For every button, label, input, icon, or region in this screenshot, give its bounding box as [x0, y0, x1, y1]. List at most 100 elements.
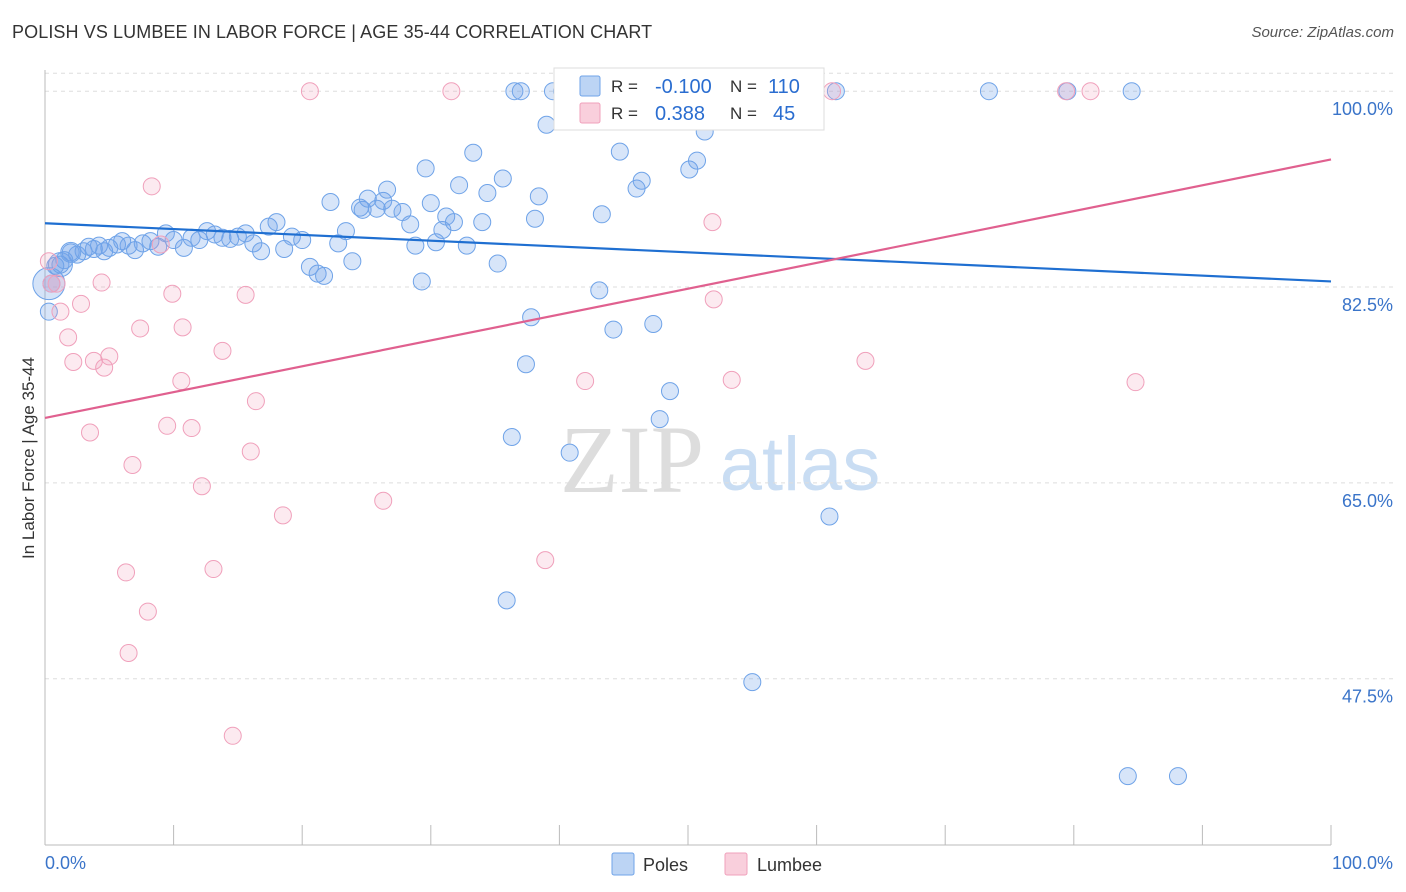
poles-point: [529, 187, 548, 206]
poles-point: [421, 194, 440, 213]
poles-point: [252, 242, 271, 261]
poles-point: [660, 382, 679, 401]
poles-point: [505, 82, 524, 101]
poles-point: [478, 184, 497, 203]
stats-poles-n-value: 110: [768, 76, 800, 98]
lumbee-point: [119, 643, 138, 662]
stats-poles-n-label: N =: [730, 77, 757, 96]
lumbee-point: [442, 82, 461, 101]
lumbee-point: [823, 82, 842, 101]
lumbee-point: [236, 285, 255, 304]
poles-point: [632, 171, 651, 190]
watermark-atlas: atlas: [720, 422, 881, 507]
lumbee-point: [100, 347, 119, 366]
lumbee-point: [722, 370, 741, 389]
poles-point: [464, 143, 483, 162]
stats-poles-r-value: -0.100: [655, 76, 712, 98]
lumbee-point: [117, 563, 136, 582]
poles-trend-line: [44, 222, 1332, 283]
poles-point: [378, 180, 397, 199]
grid-layer: [45, 72, 1395, 680]
x-tick-label-start: 0.0%: [45, 853, 86, 873]
poles-point: [743, 673, 762, 692]
poles-point: [650, 410, 669, 429]
stats-lumbee-r-value: 0.388: [655, 103, 705, 125]
lumbee-point: [131, 319, 150, 338]
stats-poles-swatch: [579, 75, 601, 97]
poles-point: [1168, 767, 1187, 786]
poles-point: [383, 199, 402, 218]
poles-point: [1122, 82, 1141, 101]
poles-point: [444, 213, 463, 232]
lumbee-point: [536, 551, 555, 570]
poles-point: [473, 213, 492, 232]
poles-point: [406, 236, 425, 255]
y-tick-label: 100.0%: [1332, 99, 1393, 119]
trend-lines: [44, 158, 1332, 420]
poles-point: [343, 252, 362, 271]
poles-point: [213, 228, 232, 247]
watermark-zip: ZIP: [560, 406, 704, 513]
poles-point: [416, 159, 435, 178]
lumbee-point: [703, 213, 722, 232]
poles-point: [604, 320, 623, 339]
lumbee-point: [223, 726, 242, 745]
lumbee-point: [81, 423, 100, 442]
lumbee-point: [123, 455, 142, 474]
lumbee-point: [241, 442, 260, 461]
lumbee-point: [192, 477, 211, 496]
poles-point: [244, 234, 263, 253]
stats-lumbee-n-label: N =: [730, 104, 757, 123]
poles-point: [525, 209, 544, 228]
lumbee-point: [1126, 373, 1145, 392]
lumbee-point: [204, 560, 223, 579]
poles-point: [502, 427, 521, 446]
y-axis-title: In Labor Force | Age 35-44: [19, 357, 38, 559]
lumbee-point: [576, 372, 595, 391]
lumbee-point: [47, 274, 66, 293]
poles-point: [688, 151, 707, 170]
lumbee-point: [173, 318, 192, 337]
poles-point: [820, 507, 839, 526]
poles-point: [488, 254, 507, 273]
axis-layer: [44, 70, 1332, 846]
lumbee-point: [856, 351, 875, 370]
lumbee-point: [42, 274, 61, 293]
lumbee-point: [1081, 82, 1100, 101]
y-tick-label: 47.5%: [1342, 687, 1393, 707]
x-tick-label-end: 100.0%: [1332, 853, 1393, 873]
lumbee-point: [39, 252, 58, 271]
poles-point: [412, 272, 431, 291]
poles-point: [267, 213, 286, 232]
lumbee-point: [704, 290, 723, 309]
lumbee-point: [163, 284, 182, 303]
poles-point: [149, 237, 168, 256]
lumbee-point: [59, 328, 78, 347]
poles-point: [537, 115, 556, 134]
poles-point: [336, 222, 355, 241]
poles-point: [590, 281, 609, 300]
poles-point: [282, 227, 301, 246]
lumbee-point: [300, 82, 319, 101]
poles-point: [493, 169, 512, 188]
lumbee-point: [246, 392, 265, 411]
legend-poles-swatch: [611, 852, 635, 876]
stats-lumbee-n-value: 45: [773, 103, 795, 125]
poles-point: [174, 238, 193, 257]
poles-point-cluster: [60, 241, 82, 263]
lumbee-trend-line: [44, 158, 1332, 420]
poles-point: [374, 191, 393, 210]
lumbee-point: [213, 341, 232, 360]
stats-lumbee-swatch: [579, 102, 601, 124]
bottom-legend: Poles Lumbee: [611, 852, 822, 876]
poles-point: [353, 200, 372, 219]
lumbee-point: [92, 273, 111, 292]
lumbee-point: [51, 302, 70, 321]
poles-point: [511, 82, 530, 101]
poles-point: [610, 142, 629, 161]
poles-point: [644, 314, 663, 333]
chart-source: Source: ZipAtlas.com: [1251, 24, 1394, 41]
stats-legend: R = -0.100 N = 110 R = 0.388 N = 45: [553, 67, 825, 131]
poles-point: [358, 189, 377, 208]
series-lumbee-points: [39, 82, 1145, 745]
